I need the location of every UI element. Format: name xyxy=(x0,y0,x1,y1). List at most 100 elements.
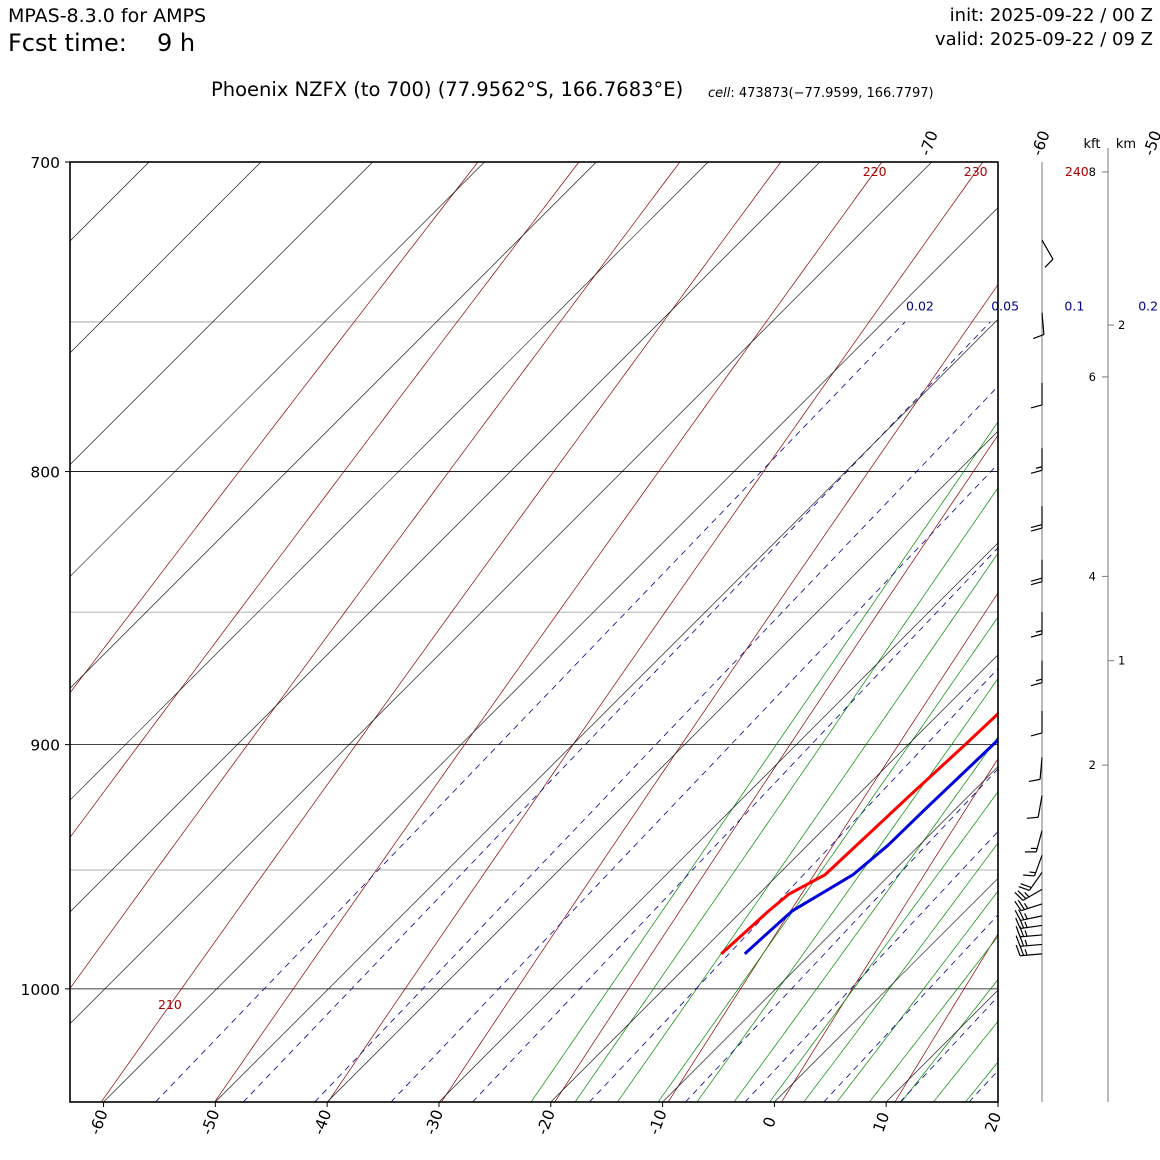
isotherm--100 xyxy=(70,162,597,689)
wind-barb-half-feather xyxy=(1029,871,1036,874)
wind-barb xyxy=(1018,872,1043,891)
temp-tick-label-bottom--40: -40 xyxy=(310,1107,336,1137)
wind-barb-feather xyxy=(1030,633,1043,638)
isotherm-0 xyxy=(774,877,998,1102)
dry-adiabat-200 xyxy=(70,162,681,989)
valid-time: valid: 2025-09-22 / 09 Z xyxy=(935,29,1153,50)
mixing-ratio-line-3 xyxy=(744,830,998,1102)
dry-adiabat-label-210: 210 xyxy=(158,997,182,1012)
mixing-ratio-line-1 xyxy=(589,668,998,1102)
km-tick-label-2: 2 xyxy=(1118,318,1125,332)
temp-tick-label-top--60: -60 xyxy=(1028,128,1054,158)
moist-adiabat--16 xyxy=(836,890,998,1102)
pressure-tick-label-1000: 1000 xyxy=(21,981,60,999)
pressure-tick-label-800: 800 xyxy=(30,464,60,482)
wind-barb-staff xyxy=(1035,830,1043,853)
wind-barb xyxy=(1030,448,1043,474)
wind-barb-feather xyxy=(1017,899,1025,910)
wind-barb-staff xyxy=(1041,312,1045,335)
wind-barb xyxy=(1014,909,1043,922)
dry-adiabat-210 xyxy=(100,162,782,1102)
in-plot-labels: 210220230240250260270280290300-40-36-32-… xyxy=(158,164,1158,1012)
station-title: Phoenix NZFX (to 700) (77.9562°S, 166.76… xyxy=(211,78,684,101)
wind-barb xyxy=(1033,312,1045,340)
wind-barb-feather xyxy=(1014,900,1022,912)
wind-barb xyxy=(1030,506,1043,532)
height-axis-title-km: km xyxy=(1116,137,1136,152)
moist-adiabat--24 xyxy=(769,791,998,1102)
wind-barb-feather xyxy=(1018,909,1025,921)
wind-barb-feather xyxy=(1030,469,1043,474)
mixing-ratio-line-0.05 xyxy=(242,321,991,1102)
temp-tick-label-bottom-20: 20 xyxy=(981,1110,1005,1135)
wind-barb xyxy=(1015,944,1043,957)
wind-barb-staff xyxy=(1022,888,1043,901)
dry-adiabat-220 xyxy=(214,162,883,1102)
wind-barb-half-feather xyxy=(1024,913,1028,920)
moist-adiabat--40 xyxy=(617,552,998,1102)
wind-barb-staff xyxy=(1037,795,1043,818)
model-label: MPAS-8.3.0 for AMPS xyxy=(8,5,207,27)
wind-barb xyxy=(1023,855,1043,877)
mixing-ratio-line-8 xyxy=(899,995,998,1102)
wind-barb-feather xyxy=(1030,581,1043,586)
cell-prefix: cell xyxy=(708,86,731,101)
cell-value: : 473873(−77.9599, 166.7797) xyxy=(730,86,934,101)
kft-tick-label-6: 6 xyxy=(1089,370,1096,384)
wind-barb xyxy=(1015,935,1043,947)
temp-tick-label-bottom--50: -50 xyxy=(198,1107,224,1137)
wind-barb-staff xyxy=(1033,855,1043,877)
isotherm--30 xyxy=(438,542,998,1102)
isotherms xyxy=(70,162,998,1102)
dewpoint-line xyxy=(743,737,998,955)
temp-tick-label-bottom--20: -20 xyxy=(533,1107,559,1137)
wind-barb-staff xyxy=(1020,924,1043,930)
wind-barb-staff xyxy=(1039,757,1043,780)
kft-tick-label-8: 8 xyxy=(1089,165,1096,179)
temperature-line xyxy=(720,711,998,955)
init-time: init: 2025-09-22 / 00 Z xyxy=(949,5,1153,26)
wind-barb-feather xyxy=(1030,524,1043,529)
isotherm--70 xyxy=(70,162,932,1025)
mixing-ratio-label-0.05: 0.05 xyxy=(991,298,1019,313)
dry-adiabats xyxy=(70,162,998,1102)
profiles xyxy=(720,711,998,955)
mixing-ratio-label-0.1: 0.1 xyxy=(1064,298,1084,313)
wind-barb-feather xyxy=(1020,883,1032,889)
wind-barb-feather xyxy=(1033,334,1045,340)
dry-adiabat-270 xyxy=(781,758,998,1102)
wind-barb xyxy=(1030,382,1043,409)
dry-adiabat-250 xyxy=(554,434,998,1102)
plot-frame xyxy=(69,161,999,1103)
temp-tick-label-top--70: -70 xyxy=(916,128,942,158)
temp-tick-label-bottom--30: -30 xyxy=(421,1107,447,1137)
pressure-tick-label-700: 700 xyxy=(30,154,60,172)
wind-barb xyxy=(1030,660,1043,687)
wind-barb xyxy=(1030,612,1043,638)
wind-barb-staff xyxy=(1028,872,1043,891)
wind-barb-feather xyxy=(1030,732,1043,737)
kft-tick-label-4: 4 xyxy=(1089,569,1096,583)
wind-barb xyxy=(1026,795,1043,819)
forecast-time-value: 9 h xyxy=(157,29,196,57)
pressure-tick-label-900: 900 xyxy=(30,737,60,755)
forecast-time-label: Fcst time: xyxy=(8,29,127,57)
wind-barb-staff xyxy=(1020,953,1043,957)
dry-adiabat-180 xyxy=(70,162,479,694)
dry-adiabat-240 xyxy=(441,284,998,1102)
wind-barb-feather xyxy=(1015,917,1021,929)
wind-barb-feather xyxy=(1026,816,1039,819)
temp-tick-label-bottom-10: 10 xyxy=(870,1110,894,1135)
dry-adiabat-label-240: 240 xyxy=(1065,164,1089,179)
wind-barb xyxy=(1041,239,1054,268)
pressure-gridlines xyxy=(70,162,998,990)
kft-tick-label-2: 2 xyxy=(1089,758,1096,772)
moist-adiabat--4 xyxy=(933,1020,998,1102)
mixing-ratio-line-0.02 xyxy=(155,321,906,1102)
mixing-ratio-label-0.02: 0.02 xyxy=(906,298,934,313)
dry-adiabat-190 xyxy=(70,162,580,839)
dry-adiabat-230 xyxy=(327,162,984,1102)
moist-adiabat--8 xyxy=(901,979,998,1102)
dry-adiabat-label-230: 230 xyxy=(964,164,988,179)
